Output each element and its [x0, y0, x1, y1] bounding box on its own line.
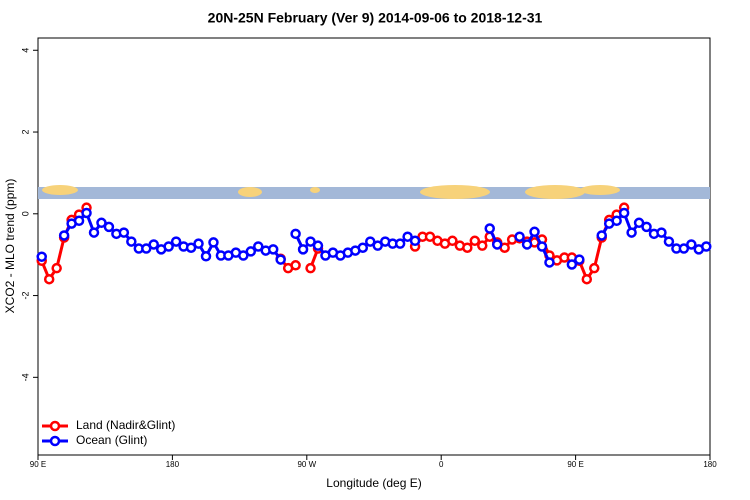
data-point — [589, 262, 600, 274]
data-point — [305, 262, 316, 274]
data-point — [462, 242, 473, 253]
data-point — [267, 244, 279, 255]
data-point — [394, 238, 406, 249]
data-point — [73, 215, 85, 226]
x-tick-label: 180 — [166, 460, 180, 469]
data-point — [193, 238, 204, 249]
chart-title: 20N-25N February (Ver 9) 2014-09-06 to 2… — [208, 10, 543, 26]
data-point — [365, 236, 376, 247]
data-point — [633, 217, 645, 229]
y-tick-label: 4 — [20, 48, 30, 53]
data-point — [148, 239, 159, 250]
legend-marker — [49, 435, 61, 447]
data-point — [514, 231, 525, 242]
data-point — [663, 236, 675, 247]
data-point — [678, 243, 690, 254]
data-point — [88, 227, 100, 238]
data-point — [245, 246, 257, 257]
y-tick-label: 0 — [20, 211, 30, 216]
data-point — [491, 239, 503, 250]
legend-marker — [49, 420, 61, 432]
data-point — [656, 227, 667, 238]
data-point — [409, 235, 421, 247]
data-point — [641, 221, 652, 233]
data-point — [170, 236, 182, 247]
data-point — [275, 254, 286, 265]
x-axis-label: Longitude (deg E) — [326, 476, 421, 490]
data-point — [447, 235, 458, 247]
data-point — [357, 242, 369, 253]
data-point — [686, 239, 697, 250]
data-point — [141, 243, 152, 254]
data-point — [469, 235, 481, 247]
data-point — [208, 237, 219, 248]
map-land — [238, 187, 262, 197]
data-point — [163, 241, 174, 252]
y-axis-label: XCO2 - MLO trend (ppm) — [3, 179, 17, 314]
map-land — [310, 187, 320, 193]
data-point — [185, 242, 197, 253]
x-tick-label: 90 W — [297, 460, 316, 469]
map-land — [525, 185, 585, 199]
data-point — [253, 241, 264, 252]
data-point — [81, 207, 92, 219]
data-point — [103, 221, 115, 233]
y-tick-label: 2 — [20, 130, 30, 135]
data-point — [36, 251, 47, 262]
data-point — [581, 273, 593, 285]
x-tick-label: 0 — [439, 460, 444, 469]
y-tick-label: -4 — [20, 373, 30, 381]
map-land — [580, 185, 620, 195]
data-point — [402, 231, 413, 242]
data-point — [529, 226, 540, 238]
data-point — [372, 240, 383, 251]
data-point — [596, 230, 607, 241]
data-point — [574, 254, 585, 265]
data-point — [521, 239, 533, 250]
map-land — [420, 185, 490, 199]
x-tick-label: 90 E — [30, 460, 46, 469]
data-point — [58, 230, 70, 241]
world-map-strip — [38, 185, 710, 199]
data-point — [611, 215, 622, 226]
data-point — [477, 240, 488, 251]
data-point — [290, 260, 301, 271]
data-point — [126, 236, 137, 247]
legend-label: Land (Nadir&Glint) — [76, 418, 175, 432]
data-point — [51, 262, 62, 274]
data-point — [626, 227, 637, 238]
data-point — [200, 251, 212, 262]
data-point — [312, 240, 324, 251]
y-tick-label: -2 — [20, 292, 30, 300]
x-tick-label: 180 — [703, 460, 717, 469]
data-point — [238, 250, 249, 261]
data-point — [305, 236, 316, 247]
data-point — [43, 273, 55, 285]
x-tick-label: 90 E — [567, 460, 583, 469]
data-point — [424, 231, 436, 242]
data-point — [96, 217, 107, 229]
data-point — [536, 241, 548, 252]
data-point — [297, 244, 309, 255]
map-land — [42, 185, 78, 195]
data-point — [290, 228, 301, 240]
data-point — [118, 227, 130, 238]
data-point — [701, 241, 712, 252]
data-point — [618, 207, 630, 219]
data-point — [484, 223, 495, 234]
data-point — [566, 259, 578, 270]
data-point — [544, 257, 555, 268]
legend-label: Ocean (Glint) — [76, 433, 147, 447]
